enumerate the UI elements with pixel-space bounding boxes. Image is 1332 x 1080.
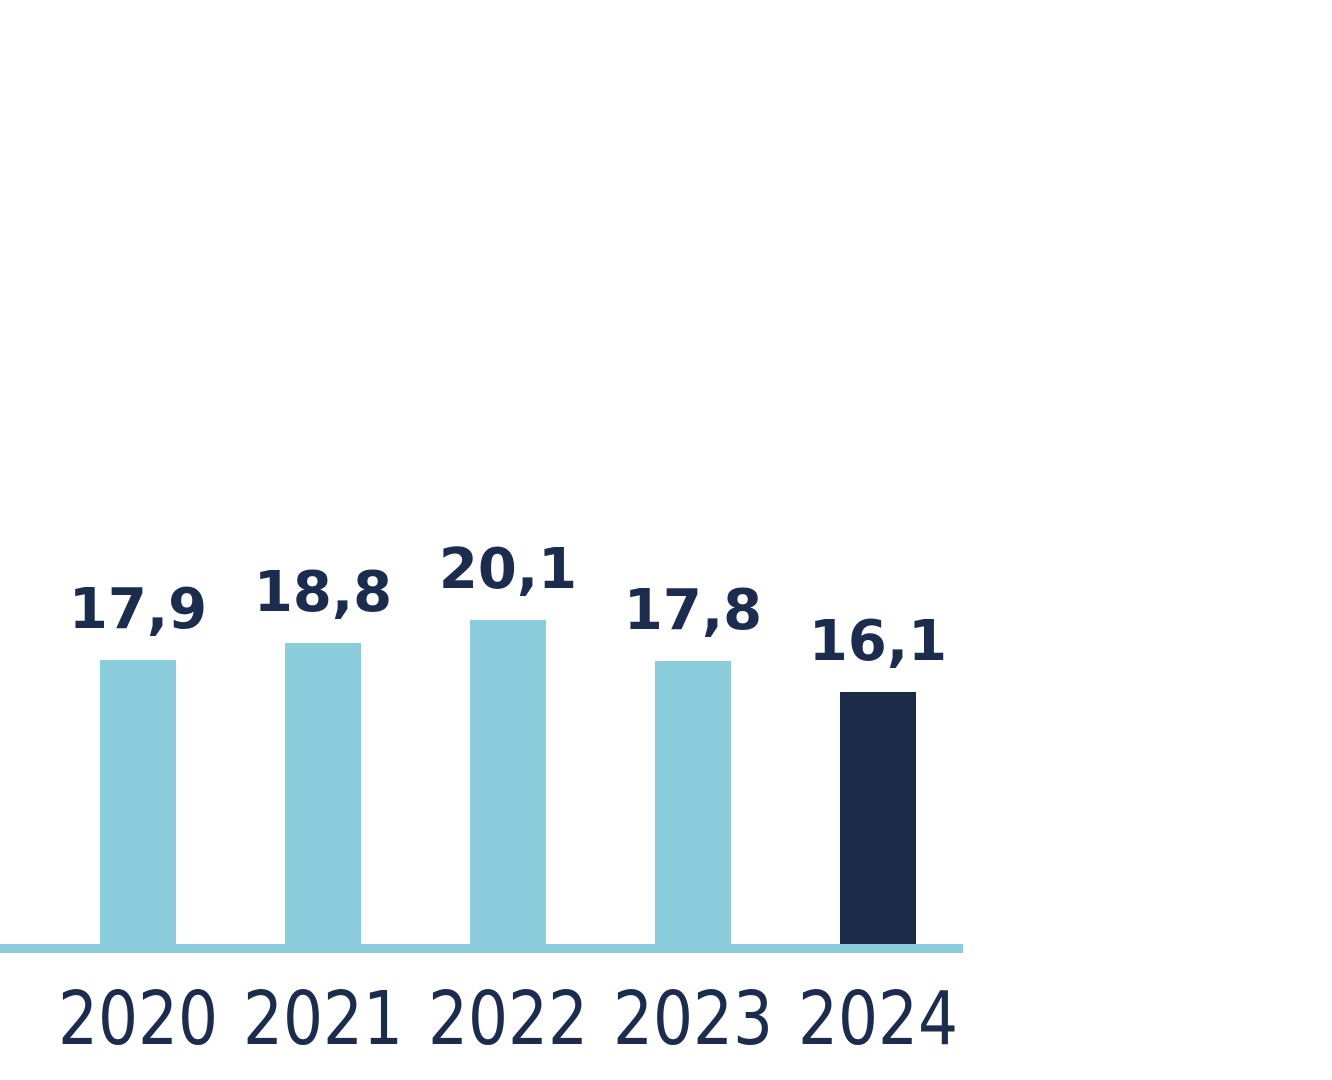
bar-2020 — [100, 660, 176, 944]
bar-2023 — [655, 661, 731, 944]
bar-2021 — [285, 643, 361, 944]
bar-value-label: 16,1 — [808, 609, 948, 674]
bar-value-label: 20,1 — [438, 537, 578, 602]
x-axis-tick-label: 2021 — [242, 976, 404, 1062]
bar-2024 — [840, 692, 916, 944]
bar-2022 — [470, 620, 546, 944]
x-axis-tick-label: 2020 — [57, 976, 219, 1062]
x-axis-line — [0, 944, 963, 953]
bar-value-label: 17,8 — [623, 578, 763, 643]
x-axis-tick-label: 2024 — [797, 976, 959, 1062]
x-axis-tick-label: 2023 — [612, 976, 774, 1062]
x-axis-tick-label: 2022 — [427, 976, 589, 1062]
bar-value-label: 18,8 — [253, 560, 393, 625]
bar-value-label: 17,9 — [68, 577, 208, 642]
